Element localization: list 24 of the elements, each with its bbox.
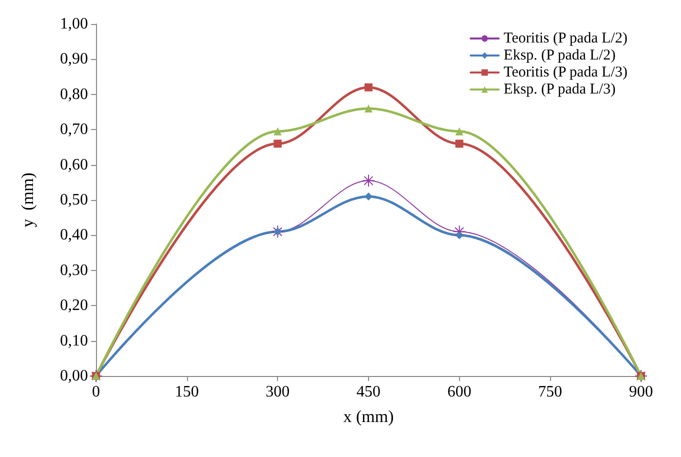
x-tick-label: 600	[447, 384, 472, 400]
x-tick-label: 300	[266, 384, 290, 400]
y-tick-label: 0,90	[60, 50, 88, 68]
y-tick-label: 0,30	[60, 262, 88, 279]
y-tick-label: 0,40	[60, 226, 88, 244]
y-tick-label: 0,20	[60, 297, 88, 314]
y-axis-title: y (mm)	[18, 172, 37, 228]
y-tick-label: 0,60	[60, 156, 88, 174]
legend-label: Eksp. (P pada L/3)	[504, 82, 616, 98]
x-tick-label: 150	[174, 384, 199, 400]
y-tick-label: 1,00	[60, 16, 88, 32]
x-axis-title: x (mm)	[343, 407, 394, 426]
y-tick-label: 0,70	[60, 121, 88, 138]
x-tick-label: 750	[538, 384, 562, 400]
y-tick-label: 0,00	[60, 368, 88, 384]
legend-label: Eksp. (P pada L/2)	[504, 48, 616, 64]
legend-label: Teoritis (P pada L/3)	[504, 64, 628, 80]
legend-label: Teoritis (P pada L/2)	[504, 30, 628, 46]
y-tick-label: 0,50	[60, 192, 88, 208]
x-tick-label: 0	[92, 384, 100, 400]
x-tick-label: 900	[629, 384, 653, 400]
x-tick-label: 450	[356, 384, 380, 400]
y-tick-label: 0,80	[60, 86, 88, 103]
y-tick-label: 0,10	[60, 332, 88, 350]
